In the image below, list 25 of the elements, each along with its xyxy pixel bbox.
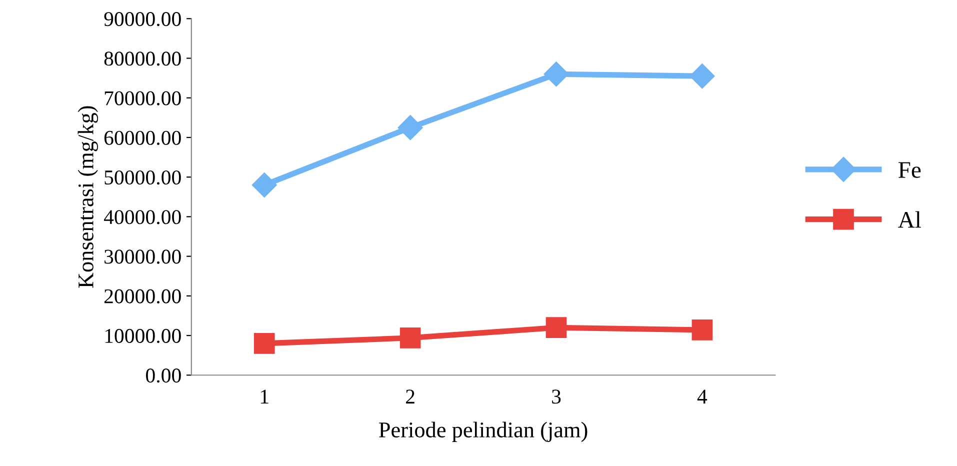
point (400, 327, 421, 348)
y-tick-label: 50000.00 (104, 170, 181, 185)
x-tick-label: 3 (552, 390, 561, 404)
y-tick-label: 40000.00 (104, 210, 181, 224)
y-tick-label: 30000.00 (104, 250, 181, 264)
point (254, 333, 275, 354)
point (398, 115, 423, 140)
point (690, 64, 715, 89)
x-tick-label: 4 (697, 390, 708, 404)
x-tick-label: 2 (406, 390, 414, 404)
legend-label: Al (898, 211, 921, 228)
y-tick-label: 60000.00 (104, 130, 181, 145)
y-tick-label: 80000.00 (104, 52, 181, 66)
y-axis-title: Konsentrasi (mg/kg) (78, 106, 98, 288)
legend-label: Fe (898, 162, 921, 178)
point (692, 320, 713, 340)
x-tick-label: 1 (260, 390, 268, 404)
x-axis-title: Periode pelindian (jam) (379, 422, 588, 442)
point (252, 172, 277, 198)
y-tick-label: 90000.00 (104, 12, 181, 26)
y-tick-label: 10000.00 (105, 328, 181, 344)
y-tick-label: 70000.00 (104, 91, 181, 106)
y-tick-label: 20000.00 (104, 289, 181, 304)
point (546, 317, 567, 338)
y-tick-label: 0.00 (146, 368, 181, 383)
